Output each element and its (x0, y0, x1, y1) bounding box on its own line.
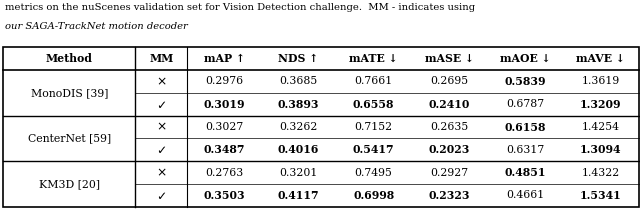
Text: 0.3019: 0.3019 (204, 99, 245, 110)
Text: 1.4254: 1.4254 (582, 122, 620, 132)
Text: 1.3209: 1.3209 (580, 99, 621, 110)
Text: 0.2695: 0.2695 (430, 76, 468, 87)
Text: 1.5341: 1.5341 (580, 190, 621, 201)
Text: 0.3201: 0.3201 (280, 168, 318, 178)
Text: MM: MM (149, 53, 173, 64)
Text: 0.5839: 0.5839 (504, 76, 546, 87)
Text: CenterNet [59]: CenterNet [59] (28, 133, 111, 143)
Text: NDS ↑: NDS ↑ (278, 53, 319, 64)
Text: 0.3893: 0.3893 (278, 99, 319, 110)
Text: 0.4661: 0.4661 (506, 190, 544, 201)
Text: 0.6998: 0.6998 (353, 190, 394, 201)
Text: 0.2635: 0.2635 (430, 122, 468, 132)
Text: mATE ↓: mATE ↓ (349, 53, 398, 64)
Text: 1.3619: 1.3619 (582, 76, 620, 87)
Text: 0.2927: 0.2927 (430, 168, 468, 178)
Text: 0.3027: 0.3027 (205, 122, 243, 132)
Text: $\checkmark$: $\checkmark$ (156, 143, 166, 156)
Text: 0.7661: 0.7661 (355, 76, 393, 87)
Text: $\times$: $\times$ (156, 75, 166, 88)
Text: metrics on the nuScenes validation set for Vision Detection challenge.  MM - ind: metrics on the nuScenes validation set f… (5, 3, 476, 12)
Text: $\times$: $\times$ (156, 166, 166, 179)
Text: 0.2976: 0.2976 (205, 76, 243, 87)
Text: 0.6158: 0.6158 (504, 122, 546, 133)
Text: $\times$: $\times$ (156, 121, 166, 134)
Text: $\checkmark$: $\checkmark$ (156, 189, 166, 202)
Text: 0.7152: 0.7152 (355, 122, 393, 132)
Text: 0.6558: 0.6558 (353, 99, 394, 110)
Text: mAVE ↓: mAVE ↓ (577, 53, 625, 64)
Text: 0.5417: 0.5417 (353, 144, 394, 155)
Text: mAP ↑: mAP ↑ (204, 53, 244, 64)
Text: 1.4322: 1.4322 (582, 168, 620, 178)
Text: 0.3685: 0.3685 (280, 76, 317, 87)
Text: 0.2763: 0.2763 (205, 168, 243, 178)
Text: our SAGA-TrackNet motion decoder: our SAGA-TrackNet motion decoder (5, 22, 188, 31)
Text: 0.4117: 0.4117 (278, 190, 319, 201)
Text: 0.4851: 0.4851 (504, 167, 546, 178)
Text: 0.2410: 0.2410 (429, 99, 470, 110)
Text: Method: Method (46, 53, 93, 64)
Text: 0.7495: 0.7495 (355, 168, 392, 178)
Text: KM3D [20]: KM3D [20] (39, 179, 100, 189)
Text: mAOE ↓: mAOE ↓ (500, 53, 550, 64)
Text: 0.3487: 0.3487 (204, 144, 245, 155)
Text: 0.4016: 0.4016 (278, 144, 319, 155)
Text: 0.3503: 0.3503 (204, 190, 245, 201)
Text: 0.3262: 0.3262 (280, 122, 318, 132)
Text: 1.3094: 1.3094 (580, 144, 621, 155)
Text: 0.6787: 0.6787 (506, 99, 544, 109)
Text: 0.2023: 0.2023 (429, 144, 470, 155)
Text: 0.6317: 0.6317 (506, 145, 544, 155)
Text: $\checkmark$: $\checkmark$ (156, 98, 166, 111)
Text: MonoDIS [39]: MonoDIS [39] (31, 88, 108, 98)
Text: 0.2323: 0.2323 (429, 190, 470, 201)
Text: mASE ↓: mASE ↓ (425, 53, 474, 64)
